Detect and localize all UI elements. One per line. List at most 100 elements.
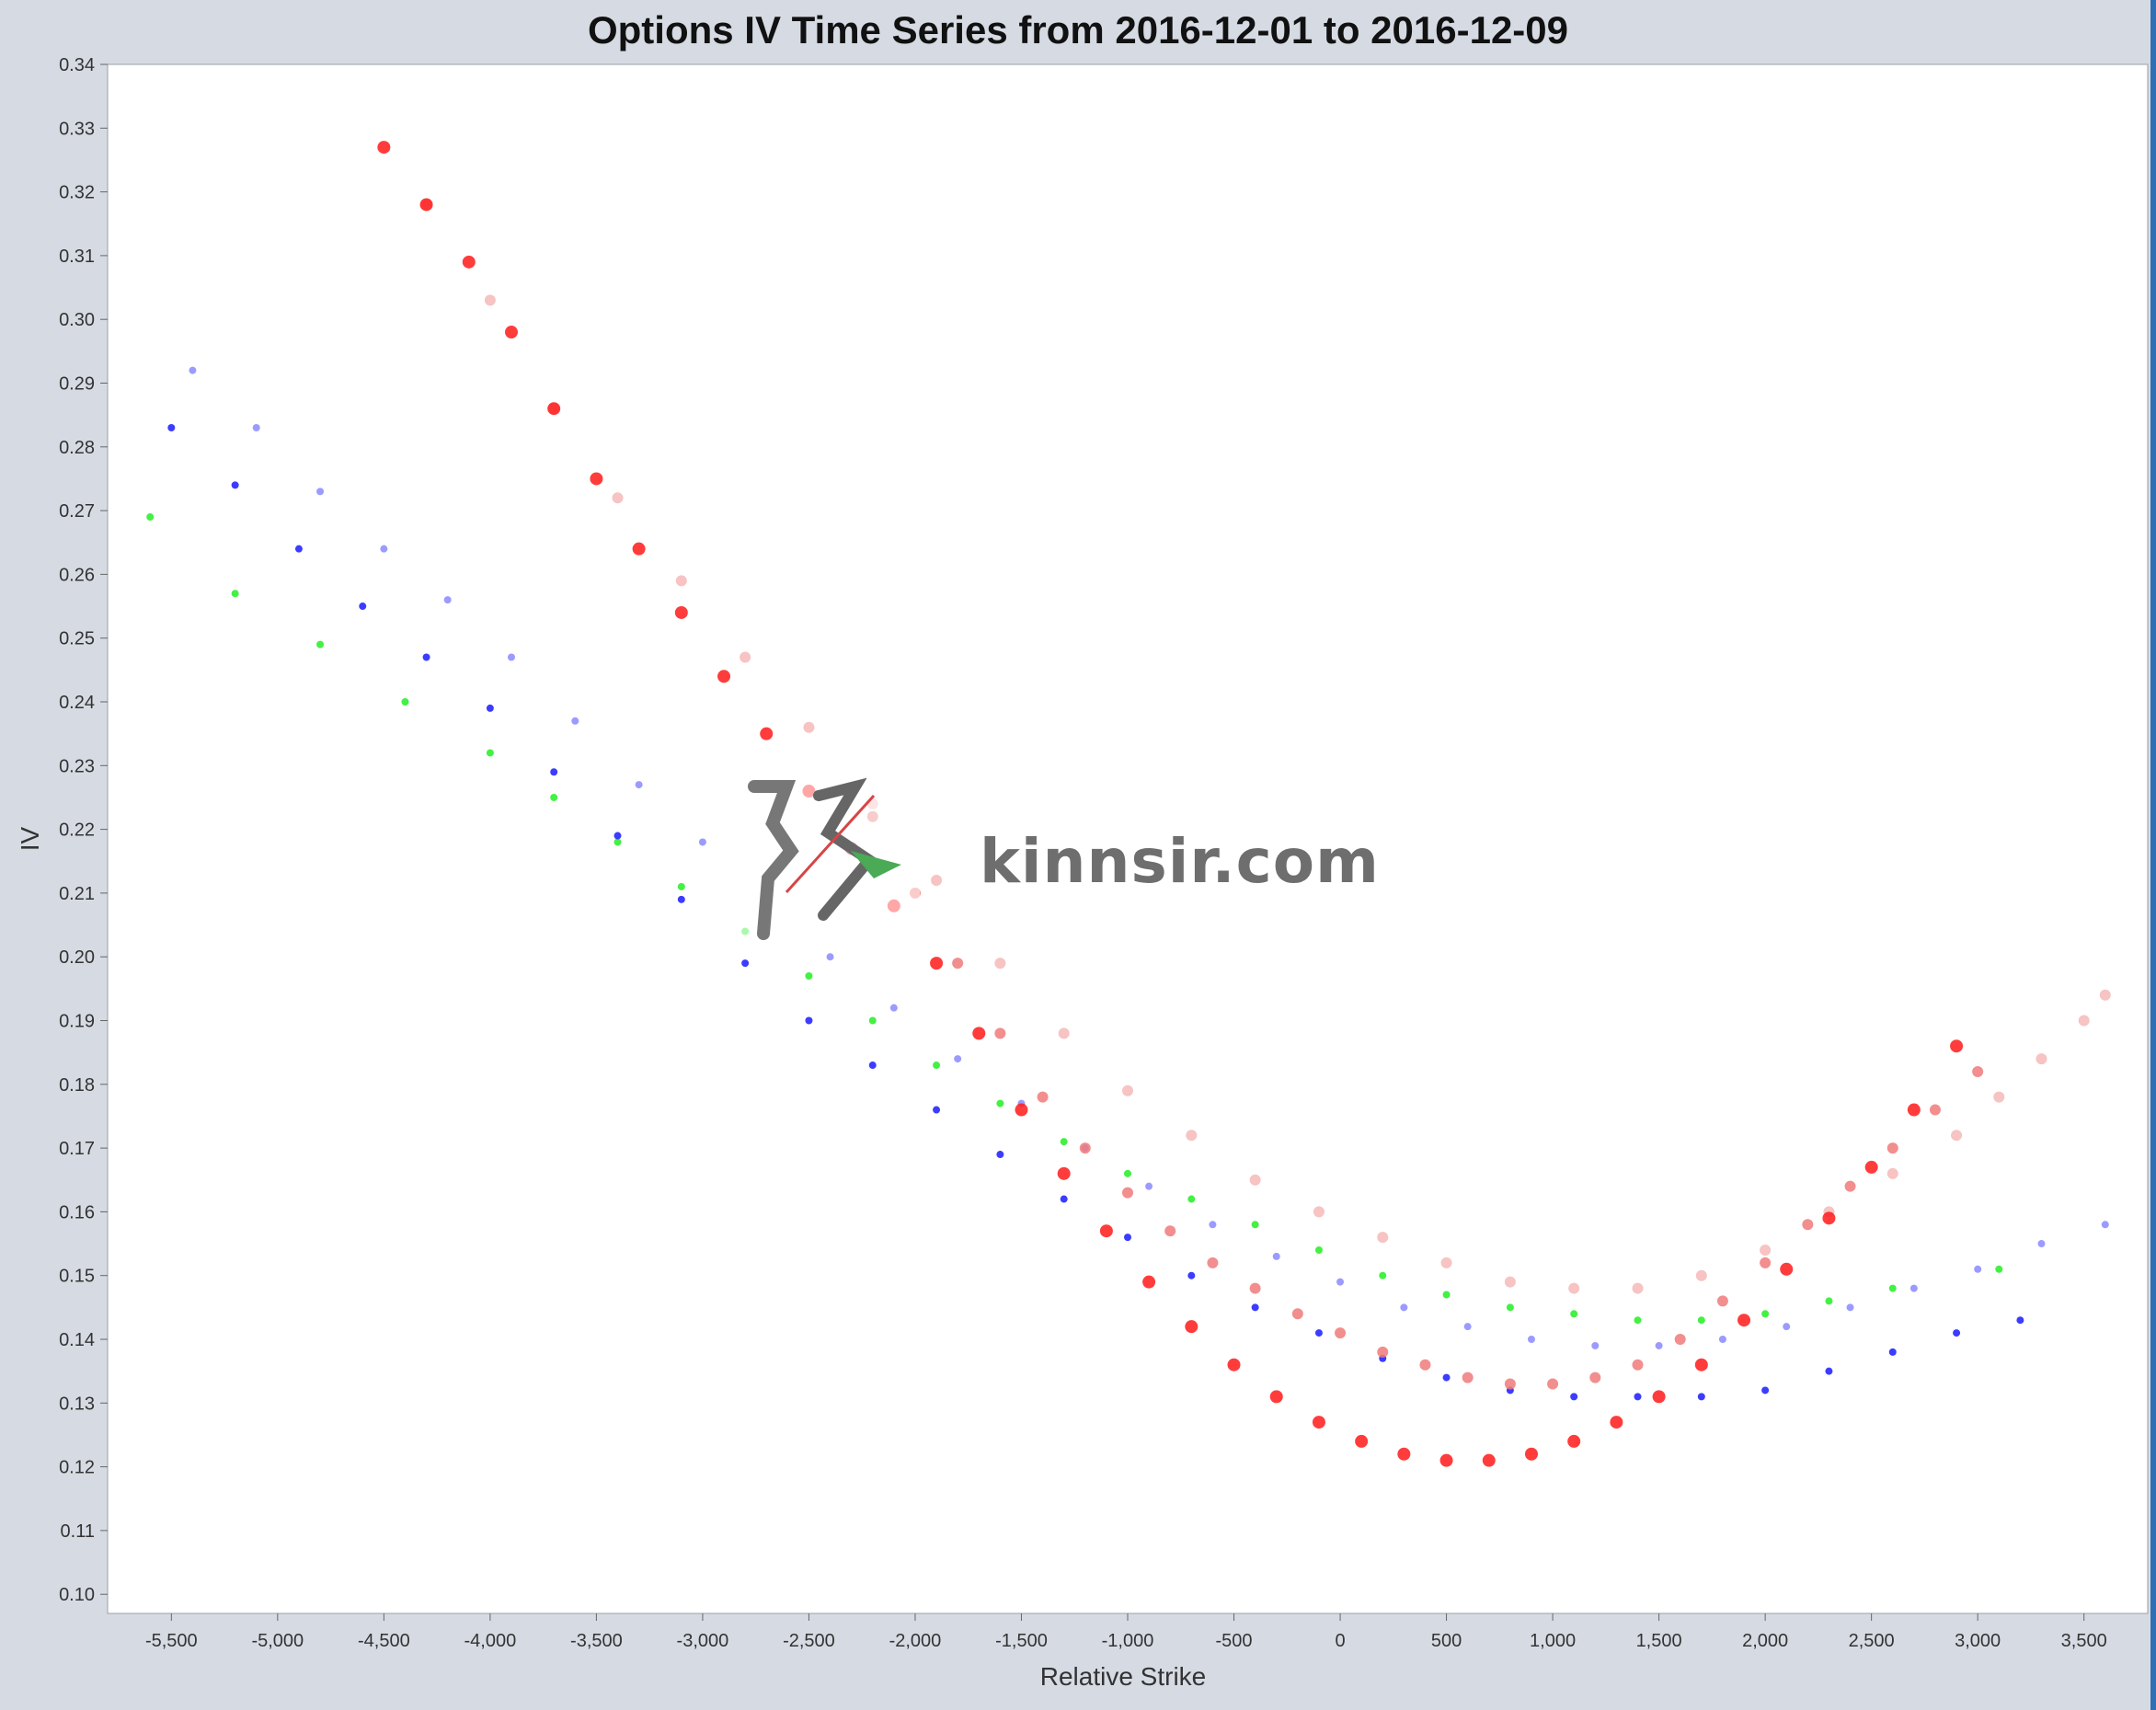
data-point-green [1379,1271,1387,1280]
y-tick-label: 0.18 [59,1075,95,1096]
data-point-light-blue [1974,1265,1982,1273]
data-point-light-blue [507,653,515,661]
data-point-blue [359,603,367,611]
data-point-red [930,957,944,970]
data-point-green [614,838,622,846]
data-point-blue [486,704,494,712]
x-tick-label: 3,500 [2061,1631,2107,1651]
logo-icon [748,777,901,940]
x-tick-label: -2,000 [889,1631,942,1651]
y-axis: 0.10 0.11 0.12 0.13 0.14 0.15 0.16 0.17 0.18 0.19… [59,55,108,1605]
data-point-red [1227,1358,1241,1371]
y-tick-label: 0.14 [59,1330,95,1350]
data-point-red [1864,1160,1878,1174]
data-point-blue [1888,1348,1897,1356]
data-point-light-blue [1400,1303,1408,1312]
data-point-pink [931,875,943,887]
data-point-pink [675,575,687,587]
data-point-red [1057,1166,1071,1180]
x-tick-label: -1,500 [995,1631,1048,1651]
data-point-pink [1440,1257,1452,1268]
x-tick-label: -5,500 [145,1631,198,1651]
data-point-light-blue [443,596,452,604]
x-tick-label: -3,000 [677,1631,729,1651]
data-point-red [1482,1453,1496,1467]
data-point-green [1995,1265,2003,1273]
data-point-light-blue [1718,1336,1726,1344]
y-tick-label: 0.26 [59,565,95,585]
x-tick-label: 2,000 [1742,1631,1788,1651]
data-point-red [1652,1390,1666,1404]
data-point-light-blue [316,488,325,496]
data-point-pink [994,958,1006,970]
data-point-blue [868,1062,877,1070]
data-point-light-blue [698,838,706,846]
data-point-salmon [1972,1065,1984,1077]
y-tick-label: 0.25 [59,629,95,649]
data-point-green [1442,1291,1451,1299]
data-point-red [632,542,646,556]
data-point-green [550,793,558,801]
data-point-salmon [1207,1257,1219,1268]
plot-area [107,63,2149,1614]
data-point-green [677,882,685,890]
y-tick-label: 0.33 [59,119,95,139]
data-point-red [1099,1224,1113,1238]
data-point-salmon [1844,1180,1856,1192]
data-point-salmon [1504,1378,1516,1390]
data-point-red [1185,1320,1198,1334]
x-tick-label: -5,000 [251,1631,304,1651]
data-point-pink [484,294,496,306]
data-point-light-blue [1846,1303,1854,1312]
data-point-red [1907,1103,1921,1117]
window-border [2150,0,2156,1710]
data-point-blue [741,959,750,968]
y-tick-label: 0.27 [59,501,95,522]
data-point-light-blue [635,781,643,789]
data-point-blue [2016,1316,2024,1325]
data-point-pink [1886,1167,1898,1179]
data-point-green [1251,1221,1259,1229]
data-point-red [1355,1434,1369,1448]
data-point-salmon [1079,1142,1091,1154]
data-point-green [146,513,155,522]
data-point-pink [1993,1091,2005,1103]
data-point-green [996,1099,1004,1107]
data-point-light-blue [1209,1221,1217,1229]
x-axis: -5,500 -5,000 -4,500 -4,000 -3,500 -3,000 -2,5… [145,1613,2107,1651]
data-point-pink [1695,1269,1707,1281]
data-point-salmon [1547,1378,1559,1390]
data-point-green [1124,1169,1131,1177]
x-tick-label: 2,500 [1849,1631,1895,1651]
watermark-logo [736,759,920,947]
data-point-blue [422,653,430,661]
x-tick-label: -500 [1216,1631,1253,1651]
data-point-green [401,698,409,706]
y-tick-label: 0.15 [59,1267,95,1287]
data-point-pink [803,721,815,733]
data-point-blue [1060,1195,1068,1203]
data-point-red [717,670,731,683]
y-tick-label: 0.12 [59,1458,95,1478]
data-point-pink [2036,1053,2047,1065]
data-point-light-blue [1591,1341,1600,1349]
x-tick-label: 1,000 [1530,1631,1576,1651]
chart-title: Options IV Time Series from 2016-12-01 t… [587,8,1569,52]
y-tick-label: 0.19 [59,1012,95,1032]
data-point-pink [1186,1130,1198,1142]
data-point-red [1439,1453,1453,1467]
data-point-blue [1314,1329,1323,1337]
data-point-salmon [1291,1308,1303,1320]
data-point-red [377,141,391,155]
data-point-light-blue [1655,1341,1663,1349]
data-point-pink [1122,1085,1133,1096]
x-tick-label: 1,500 [1636,1631,1682,1651]
data-point-salmon [1335,1327,1347,1339]
data-point-light-blue [1783,1323,1791,1331]
data-point-blue [294,545,303,553]
data-point-blue [805,1016,813,1025]
data-point-salmon [1122,1187,1133,1199]
x-axis-label: Relative Strike [1040,1662,1207,1691]
data-point-red [1780,1262,1794,1276]
data-point-blue [167,424,176,432]
